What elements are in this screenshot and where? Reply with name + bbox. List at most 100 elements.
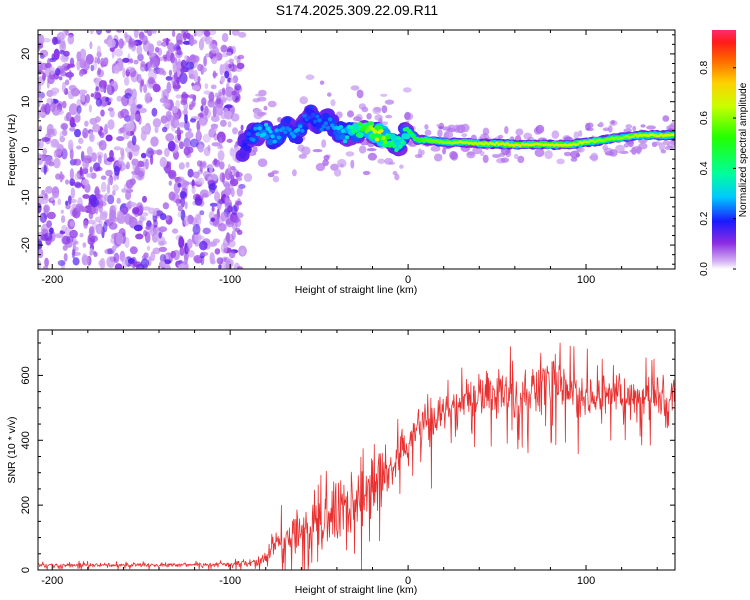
heatmap-ridge-cell	[308, 104, 314, 109]
heatmap-noise-cell	[220, 242, 228, 254]
heatmap-halo-cell	[404, 111, 411, 120]
heatmap-noise-cell	[184, 55, 188, 61]
heatmap-noise-cell	[210, 217, 216, 222]
heatmap-noise-cell	[210, 123, 219, 129]
heatmap-noise-cell	[99, 211, 108, 221]
heatmap-halo-cell	[388, 161, 395, 165]
heatmap-noise-cell	[151, 107, 158, 117]
heatmap-noise-cell	[208, 91, 215, 102]
heatmap-noise-cell	[49, 57, 57, 63]
heatmap-noise-cell	[192, 223, 201, 235]
heatmap-noise-cell	[210, 84, 217, 90]
heatmap-noise-cell	[175, 94, 182, 99]
heatmap-noise-cell	[113, 252, 120, 264]
heatmap-noise-cell	[41, 103, 47, 113]
heatmap-halo-cell	[551, 130, 560, 139]
heatmap-noise-cell	[203, 30, 210, 35]
heatmap-noise-cell	[124, 92, 132, 99]
heatmap-noise-cell	[201, 97, 207, 106]
heatmap-noise-cell	[94, 116, 101, 123]
heatmap-halo-cell	[243, 173, 253, 182]
heatmap-noise-cell	[211, 206, 215, 212]
heatmap-noise-cell	[165, 214, 170, 221]
heatmap-noise-cell	[234, 83, 242, 91]
heatmap-noise-cell	[125, 179, 134, 189]
heatmap-noise-cell	[95, 97, 103, 107]
heatmap-noise-cell	[127, 88, 132, 93]
heatmap-halo-cell	[356, 89, 364, 99]
heatmap-noise-cell	[50, 66, 55, 75]
heatmap-noise-cell	[159, 156, 167, 168]
heatmap-noise-cell	[105, 134, 113, 142]
heatmap-noise-cell	[158, 246, 168, 252]
heatmap-ridge-cell	[268, 129, 273, 134]
heatmap-ridge-cell	[315, 114, 320, 119]
heatmap-noise-cell	[111, 245, 117, 252]
heatmap-noise-cell	[69, 127, 76, 132]
heatmap-noise-cell	[218, 198, 225, 205]
heatmap-noise-cell	[53, 157, 61, 169]
heatmap-halo-cell	[263, 105, 268, 111]
heatmap-noise-cell	[93, 251, 98, 257]
heatmap-noise-cell	[128, 41, 138, 46]
heatmap-noise-cell	[155, 46, 160, 53]
heatmap-halo-cell	[312, 149, 323, 153]
heatmap-halo-cell	[610, 120, 615, 125]
heatmap-ridge-cell	[319, 127, 324, 132]
heatmap-halo-cell	[299, 96, 309, 105]
heatmap-noise-cell	[73, 158, 82, 166]
heatmap-noise-cell	[236, 62, 245, 70]
heatmap-noise-cell	[46, 220, 52, 228]
heatmap-noise-cell	[178, 162, 185, 170]
heatmap-halo-cell	[445, 131, 450, 139]
heatmap-noise-cell	[199, 210, 205, 216]
colorbar-ticks: 0.0 0.2 0.4 0.6 0.8	[699, 60, 736, 276]
heatmap-noise-cell	[167, 161, 172, 167]
heatmap-ridge-cell	[493, 143, 497, 146]
heatmap-halo-cell	[255, 93, 263, 97]
heatmap-y-label: Frequency (Hz)	[6, 114, 18, 186]
heatmap-noise-cell	[49, 227, 54, 235]
heatmap-halo-cell	[625, 124, 633, 129]
heatmap-noise-cell	[216, 131, 226, 143]
heatmap-noise-cell	[170, 52, 175, 64]
heatmap-noise-cell	[112, 184, 119, 192]
heatmap-noise-cell	[74, 128, 81, 138]
heatmap-noise-cell	[161, 260, 166, 268]
heatmap-halo-cell	[315, 163, 326, 172]
heatmap-noise-cell	[120, 108, 129, 119]
heatmap-noise-cell	[92, 123, 101, 133]
heatmap-noise-cell	[143, 230, 148, 237]
heatmap-ridge-cell	[576, 142, 580, 146]
heatmap-halo-cell	[578, 130, 583, 137]
heatmap-ridge-cell	[263, 122, 269, 127]
heatmap-ridge-cell	[389, 140, 395, 145]
heatmap-noise-cell	[95, 86, 99, 91]
heatmap-noise-cell	[198, 118, 208, 127]
heatmap-noise-cell	[89, 41, 93, 50]
heatmap-noise-cell	[142, 195, 147, 203]
heatmap-noise-cell	[210, 259, 216, 265]
heatmap-noise-cell	[67, 195, 72, 205]
heatmap-ridge-cell	[253, 126, 258, 131]
heatmap-halo-cell	[449, 150, 458, 160]
heatmap-noise-cell	[224, 70, 230, 79]
heatmap-noise-cell	[127, 151, 134, 159]
heatmap-noise-cell	[162, 70, 167, 76]
heatmap-noise-cell	[207, 144, 211, 152]
heatmap-noise-cell	[96, 45, 101, 57]
heatmap-noise-cell	[185, 131, 194, 139]
heatmap-noise-cell	[147, 76, 155, 85]
heatmap-noise-cell	[103, 221, 108, 233]
heatmap-noise-cell	[105, 30, 112, 34]
heatmap-noise-cell	[116, 210, 124, 219]
heatmap-noise-cell	[90, 172, 97, 179]
heatmap-noise-cell	[122, 57, 130, 63]
heatmap-halo-cell	[660, 149, 667, 154]
y-tick-label: 400	[20, 431, 32, 449]
heatmap-noise-cell	[183, 146, 191, 156]
heatmap-halo-cell	[590, 152, 599, 162]
heatmap-noise-cell	[187, 168, 194, 178]
heatmap-noise-cell	[202, 170, 212, 179]
heatmap-noise-cell	[70, 198, 77, 204]
